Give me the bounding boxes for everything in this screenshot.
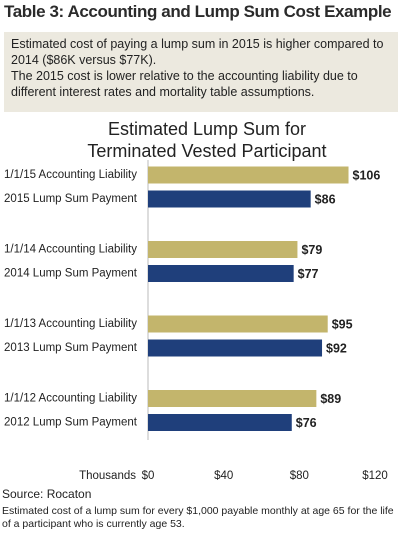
y-tick-label: 2015 Lump Sum Payment — [4, 193, 138, 205]
bar — [148, 190, 311, 208]
note-box: Estimated cost of paying a lump sum in 2… — [4, 32, 398, 112]
bar — [148, 241, 298, 258]
bar — [148, 265, 294, 282]
y-tick-label: 1/1/12 Accounting Liability — [4, 393, 137, 405]
note-paragraph: The 2015 cost is lower relative to the a… — [11, 69, 358, 99]
value-label: $77 — [298, 267, 319, 281]
x-tick-label: $0 — [142, 470, 155, 482]
bar — [148, 315, 328, 333]
bar — [148, 390, 317, 407]
page-title: Table 3: Accounting and Lump Sum Cost Ex… — [4, 2, 392, 21]
chart-title: Estimated Lump Sum for Terminated Vested… — [87, 119, 327, 161]
bar — [148, 339, 323, 357]
value-label: $79 — [301, 243, 322, 257]
note-paragraph: Estimated cost of paying a lump sum in 2… — [11, 37, 384, 67]
footnote: Estimated cost of a lump sum for every $… — [2, 505, 394, 530]
bar — [148, 166, 349, 184]
value-label: $92 — [326, 341, 347, 355]
value-label: $95 — [332, 317, 353, 331]
value-label: $76 — [296, 416, 317, 430]
value-label: $89 — [320, 392, 341, 406]
y-tick-label: 1/1/15 Accounting Liability — [4, 169, 137, 181]
value-label: $86 — [315, 192, 336, 206]
x-tick-label: $80 — [290, 470, 309, 482]
y-tick-label: 2013 Lump Sum Payment — [4, 342, 138, 354]
y-tick-label: 2014 Lump Sum Payment — [4, 268, 138, 280]
x-axis-label: Thousands — [79, 470, 136, 482]
value-label: $106 — [353, 168, 381, 182]
source: Source: Rocaton — [2, 487, 92, 501]
y-tick-label: 1/1/13 Accounting Liability — [4, 318, 137, 330]
x-tick-label: $120 — [362, 470, 388, 482]
x-tick-label: $40 — [214, 470, 233, 482]
y-tick-label: 2012 Lump Sum Payment — [4, 417, 138, 429]
bar — [148, 414, 292, 431]
y-tick-label: 1/1/14 Accounting Liability — [4, 244, 137, 256]
